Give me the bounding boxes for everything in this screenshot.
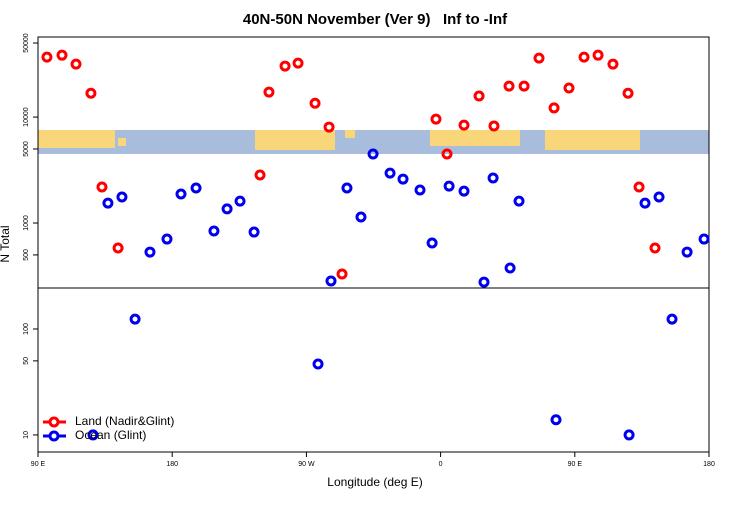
y-tick-label: 50000 (23, 33, 30, 53)
point (96, 181, 108, 193)
point (649, 242, 661, 254)
point (473, 90, 485, 102)
point (458, 185, 470, 197)
point (292, 57, 304, 69)
point (478, 276, 490, 288)
point (504, 262, 516, 274)
point (341, 182, 353, 194)
point (323, 121, 335, 133)
point (441, 148, 453, 160)
point (633, 181, 645, 193)
point (533, 52, 545, 64)
x-tick-label: 180 (703, 461, 715, 468)
legend-marker (48, 430, 60, 442)
x-tick-label: 0 (439, 461, 443, 468)
point (248, 226, 260, 238)
point (488, 120, 500, 132)
point (426, 237, 438, 249)
point (563, 82, 575, 94)
point (309, 97, 321, 109)
chart-title: 40N-50N November (Ver 9) Inf to -Inf (243, 11, 508, 28)
point (578, 51, 590, 63)
point (367, 148, 379, 160)
y-tick-label: 500 (23, 249, 30, 261)
point (681, 246, 693, 258)
point (325, 275, 337, 287)
point (312, 358, 324, 370)
point (85, 87, 97, 99)
x-tick-label: 90 E (31, 461, 46, 468)
point (161, 233, 173, 245)
point (384, 167, 396, 179)
point (548, 102, 560, 114)
y-tick-label: 10000 (23, 107, 30, 127)
point (550, 414, 562, 426)
point (102, 197, 114, 209)
point (208, 225, 220, 237)
point (116, 191, 128, 203)
x-tick-label: 90 W (298, 461, 315, 468)
point (263, 86, 275, 98)
point (623, 429, 635, 441)
point (336, 268, 348, 280)
point (112, 242, 124, 254)
x-axis-label: Longitude (deg E) (327, 475, 422, 489)
point (458, 119, 470, 131)
point (607, 58, 619, 70)
point (397, 173, 409, 185)
point (129, 313, 141, 325)
point (666, 313, 678, 325)
point (56, 49, 68, 61)
y-tick-label: 1000 (23, 215, 30, 231)
point (190, 182, 202, 194)
y-tick-label: 5000 (23, 141, 30, 157)
point (430, 113, 442, 125)
x-tick-label: 180 (166, 461, 178, 468)
point (279, 60, 291, 72)
x-tick-label: 90 E (568, 461, 583, 468)
point (653, 191, 665, 203)
point (592, 49, 604, 61)
point (87, 429, 99, 441)
point (175, 188, 187, 200)
point (355, 211, 367, 223)
legend-marker (48, 416, 60, 428)
y-axis-label: N Total (0, 225, 12, 262)
point (443, 180, 455, 192)
point (221, 203, 233, 215)
point (234, 195, 246, 207)
point (144, 246, 156, 258)
legend-label: Ocean (Glint) (75, 428, 146, 442)
point (70, 58, 82, 70)
y-tick-label: 10 (23, 431, 30, 439)
point (503, 80, 515, 92)
y-tick-label: 50 (23, 357, 30, 365)
point (41, 51, 53, 63)
y-tick-label: 100 (23, 323, 30, 335)
point (414, 184, 426, 196)
legend-label: Land (Nadir&Glint) (75, 414, 174, 428)
point (698, 233, 710, 245)
point (487, 172, 499, 184)
point (622, 87, 634, 99)
point (254, 169, 266, 181)
plot-frame (37, 36, 710, 453)
point (518, 80, 530, 92)
point (639, 197, 651, 209)
point (513, 195, 525, 207)
